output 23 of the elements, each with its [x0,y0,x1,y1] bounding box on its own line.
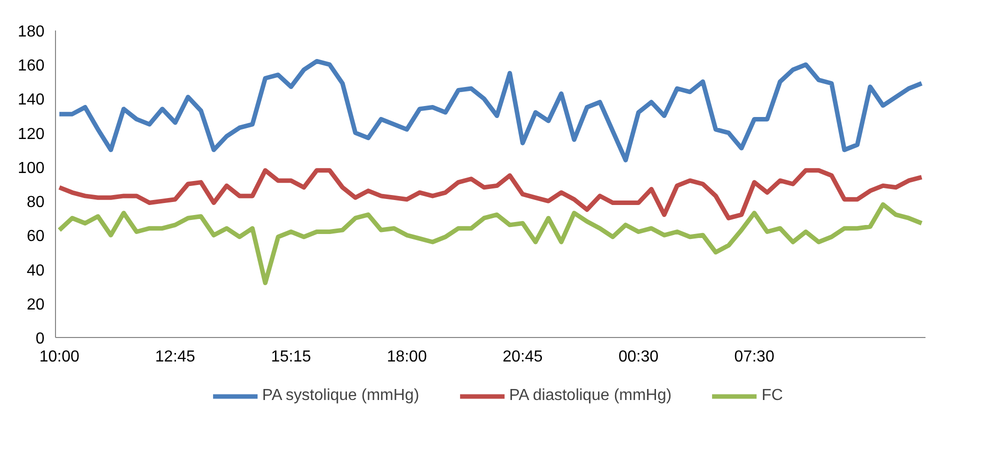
y-tick-label: 80 [26,194,45,212]
y-tick-label: 20 [26,296,45,314]
x-tick-label: 10:00 [39,348,80,366]
legend-label: FC [762,386,783,404]
line-series [57,202,924,286]
x-tick-label: 12:45 [155,348,196,366]
y-tick-label: 180 [18,24,45,40]
x-tick-label: 07:30 [734,348,774,366]
line-series [57,168,924,220]
x-tick-label: 15:15 [271,348,312,366]
x-tick-label: 20:45 [502,348,543,366]
y-tick-label: 40 [26,262,45,280]
y-tick-label: 100 [18,160,45,177]
x-tick-label: 18:00 [386,348,427,366]
line-series [57,58,924,162]
y-tick-label: 120 [18,126,45,143]
x-tick-label: 00:30 [618,348,659,366]
y-tick-label: 160 [18,58,45,75]
y-tick-label: 0 [36,330,45,348]
legend-label: PA diastolique (mmHg) [509,386,672,404]
y-tick-label: 60 [26,228,45,246]
y-tick-label: 140 [18,92,45,109]
legend-label: PA systolique (mmHg) [262,386,420,404]
